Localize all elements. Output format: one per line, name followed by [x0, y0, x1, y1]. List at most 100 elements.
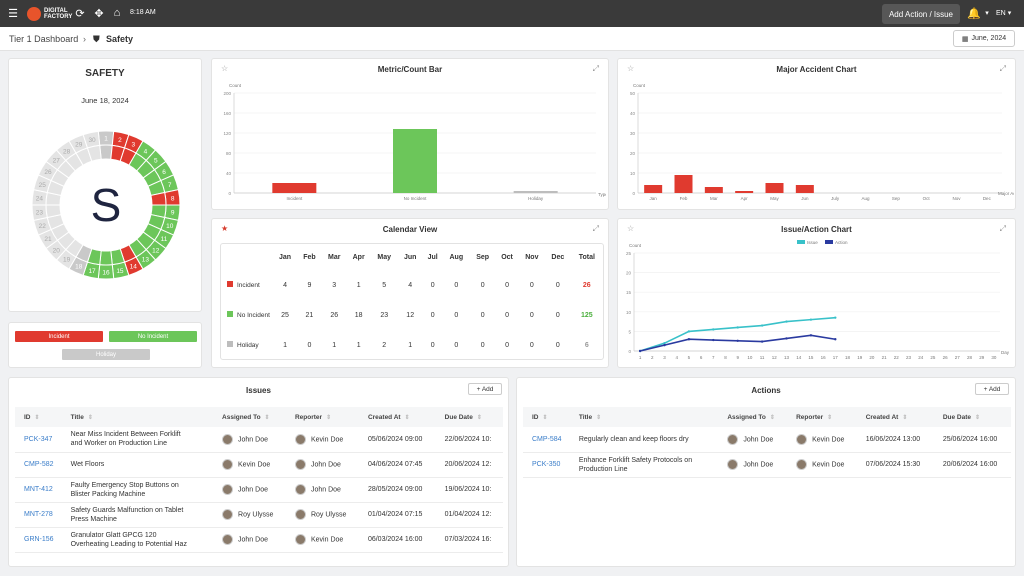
period-selector[interactable]: ▦ June, 2024 [953, 30, 1015, 47]
series-point[interactable] [760, 324, 764, 327]
x-axis-title: Day [1001, 350, 1010, 355]
safety-day-24[interactable]: 24 [31, 189, 62, 206]
star-icon[interactable]: ☆ [627, 224, 635, 233]
safety-day-4[interactable]: 4 [128, 140, 157, 172]
column-header[interactable]: Assigned To ⇕ [213, 407, 286, 427]
star-filled-icon[interactable]: ★ [221, 224, 229, 233]
bar-may[interactable] [765, 183, 784, 193]
column-header[interactable]: Due Date ⇕ [933, 407, 1011, 427]
refresh-icon[interactable]: ⟳ [75, 7, 85, 20]
sort-icon[interactable]: ⇕ [542, 414, 548, 421]
column-header[interactable]: Assigned To ⇕ [718, 407, 788, 427]
add-issue-button[interactable]: + Add [468, 383, 502, 395]
series-point[interactable] [809, 334, 813, 337]
sort-icon[interactable]: ⇕ [34, 414, 40, 421]
safety-day-25[interactable]: 25 [33, 174, 65, 197]
series-point[interactable] [663, 343, 666, 347]
series-point[interactable] [712, 328, 715, 331]
sort-icon[interactable]: ⇕ [596, 414, 602, 421]
sort-icon[interactable]: ⇕ [902, 414, 908, 421]
series-point[interactable] [736, 326, 739, 329]
series-point[interactable] [687, 330, 691, 333]
sort-icon[interactable]: ⇕ [827, 414, 833, 421]
column-header[interactable]: Created At ⇕ [358, 407, 436, 427]
sort-icon[interactable]: ⇕ [975, 414, 981, 421]
safety-day-14[interactable]: 14 [119, 244, 144, 277]
table-row[interactable]: CMP-582 Wet Floors Kevin Doe John Doe 04/06/… [15, 452, 503, 478]
star-icon[interactable]: ☆ [627, 64, 635, 73]
calendar-cell: 0 [430, 281, 435, 289]
column-header[interactable]: Created At ⇕ [856, 407, 934, 427]
column-header[interactable]: Reporter ⇕ [285, 407, 359, 427]
column-header[interactable]: ID ⇕ [15, 407, 62, 427]
sort-icon[interactable]: ⇕ [326, 414, 332, 421]
series-point[interactable] [638, 349, 642, 353]
row-id-link[interactable]: MNT-278 [15, 502, 62, 528]
safety-day-29[interactable]: 29 [68, 133, 93, 166]
series-point[interactable] [834, 316, 837, 319]
menu-icon[interactable]: ☰ [8, 7, 18, 20]
series-point[interactable] [785, 320, 788, 323]
row-id-link[interactable]: PCK-350 [523, 452, 570, 478]
safety-day-10[interactable]: 10 [147, 213, 179, 236]
bar-holiday[interactable] [513, 191, 558, 193]
safety-day-9[interactable]: 9 [150, 204, 181, 221]
column-header[interactable]: ID ⇕ [523, 407, 570, 427]
series-point[interactable] [834, 338, 837, 341]
fullscreen-icon[interactable]: ✥ [94, 7, 104, 20]
bar-mar[interactable] [704, 187, 723, 193]
add-action-button[interactable]: + Add [975, 383, 1009, 395]
series-point[interactable] [712, 338, 715, 342]
series-point[interactable] [687, 338, 691, 341]
star-icon[interactable]: ☆ [221, 64, 229, 73]
sort-icon[interactable]: ⇕ [87, 414, 93, 421]
series-point[interactable] [663, 341, 666, 345]
bar-jun[interactable] [795, 185, 814, 193]
row-id-link[interactable]: CMP-584 [523, 427, 570, 453]
expand-icon[interactable]: ⤢ [592, 224, 599, 233]
bar-jan[interactable] [644, 185, 663, 193]
column-header[interactable]: Due Date ⇕ [435, 407, 503, 427]
sort-icon[interactable]: ⇕ [476, 414, 482, 421]
column-header[interactable]: Title ⇕ [61, 407, 214, 427]
sort-icon[interactable]: ⇕ [264, 414, 270, 421]
safety-day-30[interactable]: 30 [82, 130, 102, 162]
row-id-link[interactable]: PCK-347 [15, 427, 62, 453]
sort-icon[interactable]: ⇕ [769, 414, 775, 421]
bar-incident[interactable] [272, 183, 317, 193]
expand-icon[interactable]: ⤢ [592, 64, 599, 73]
x-tick-label: 28 [967, 355, 973, 360]
actions-body: CMP-584 Regularly clean and keep floors d… [523, 427, 1011, 478]
series-point[interactable] [736, 339, 739, 343]
table-row[interactable]: PCK-347 Near Miss Incident Between Forkli… [15, 427, 503, 453]
row-id-link[interactable]: CMP-582 [15, 452, 62, 478]
expand-icon[interactable]: ⤢ [999, 224, 1006, 233]
table-row[interactable]: MNT-412 Faulty Emergency Stop Buttons on B… [15, 477, 503, 503]
row-id-link[interactable]: GRN-156 [15, 527, 62, 553]
table-row[interactable]: PCK-350 Enhance Forklift Safety Protocols… [523, 452, 1011, 478]
table-row[interactable]: MNT-278 Safety Guards Malfunction on Tabl… [15, 502, 503, 528]
series-point[interactable] [785, 337, 788, 340]
issues-table: ID ⇕ Title ⇕ Assigned To ⇕ Reporter ⇕ Created At… [15, 407, 503, 553]
column-header[interactable]: Title ⇕ [569, 407, 719, 427]
add-action-issue-button[interactable]: Add Action / Issue [882, 4, 960, 24]
breadcrumb-parent[interactable]: Tier 1 Dashboard [9, 34, 79, 44]
home-icon[interactable]: ⌂ [113, 7, 121, 19]
language-selector[interactable]: EN ▾ [996, 9, 1011, 17]
table-row[interactable]: GRN-156 Granulator Glatt GPCG 120 Overheat… [15, 527, 503, 553]
column-header[interactable]: Reporter ⇕ [787, 407, 857, 427]
issues-title: Issues [246, 386, 271, 395]
bar-feb[interactable] [674, 175, 693, 193]
row-id-link[interactable]: MNT-412 [15, 477, 62, 503]
bar-apr[interactable] [735, 191, 754, 193]
sort-icon[interactable]: ⇕ [404, 414, 410, 421]
bell-icon[interactable]: 🔔 [967, 7, 981, 20]
y-tick-label: 50 [630, 91, 636, 96]
brand-logo[interactable]: DIGITAL FACTORY [27, 5, 72, 22]
chevron-down-icon[interactable]: ▾ [985, 10, 989, 17]
series-point[interactable] [809, 318, 813, 321]
series-point[interactable] [760, 340, 764, 343]
bar-no-incident[interactable] [393, 129, 437, 193]
table-row[interactable]: CMP-584 Regularly clean and keep floors d… [523, 427, 1011, 453]
expand-icon[interactable]: ⤢ [999, 64, 1006, 73]
